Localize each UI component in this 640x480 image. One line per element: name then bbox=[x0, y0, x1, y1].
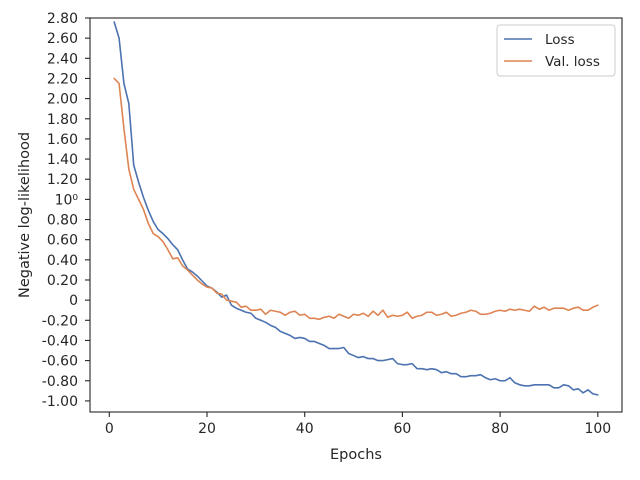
legend-label-loss: Loss bbox=[545, 32, 575, 48]
y-tick-label: 1.80 bbox=[47, 112, 78, 128]
y-tick-label: 1.20 bbox=[47, 172, 78, 188]
y-tick-label: 0.40 bbox=[47, 253, 78, 269]
x-axis-label: Epochs bbox=[330, 447, 382, 463]
x-tick-label: 60 bbox=[393, 421, 411, 437]
y-axis-label: Negative log-likelihood bbox=[17, 132, 33, 298]
plot-frame bbox=[89, 17, 623, 413]
y-tick-label: 2.80 bbox=[47, 11, 78, 27]
y-tick-label: 1.40 bbox=[47, 152, 78, 168]
x-tick-label: 80 bbox=[491, 421, 509, 437]
series-layer bbox=[113, 21, 599, 396]
y-tick-label: -0.20 bbox=[42, 313, 78, 329]
y-tick-label: -0.40 bbox=[42, 333, 78, 349]
legend: Loss Val. loss bbox=[496, 24, 616, 77]
legend-box bbox=[496, 24, 616, 77]
y-tick-label: 0 bbox=[69, 293, 78, 309]
y-axis: -1.00 -0.80 -0.60 -0.40 -0.20 0 0.20 0.40 0.60 0.… bbox=[42, 11, 90, 410]
y-tick-label: 2.40 bbox=[47, 51, 78, 67]
y-tick-label: 1.60 bbox=[47, 132, 78, 148]
legend-label-val-loss: Val. loss bbox=[545, 54, 600, 70]
x-tick-label: 20 bbox=[198, 421, 216, 437]
y-tick-label: 2.60 bbox=[47, 31, 78, 47]
x-axis: 0 20 40 60 80 100 bbox=[105, 412, 611, 437]
y-tick-label: -0.60 bbox=[42, 354, 78, 370]
x-tick-label: 40 bbox=[296, 421, 314, 437]
y-tick-label: 2.00 bbox=[47, 92, 78, 108]
series-line-loss bbox=[113, 21, 599, 396]
y-tick-label: -0.80 bbox=[42, 374, 78, 390]
y-tick-label: 0.20 bbox=[47, 273, 78, 289]
y-tick-label: 0.60 bbox=[47, 233, 78, 249]
x-tick-label: 100 bbox=[584, 421, 611, 437]
y-tick-label: 2.20 bbox=[47, 71, 78, 87]
y-tick-label: 10⁰ bbox=[55, 192, 79, 208]
y-tick-label: 0.80 bbox=[47, 213, 78, 229]
y-tick-label: -1.00 bbox=[42, 394, 78, 410]
series-line-val-loss bbox=[113, 77, 599, 321]
x-tick-label: 0 bbox=[105, 421, 114, 437]
